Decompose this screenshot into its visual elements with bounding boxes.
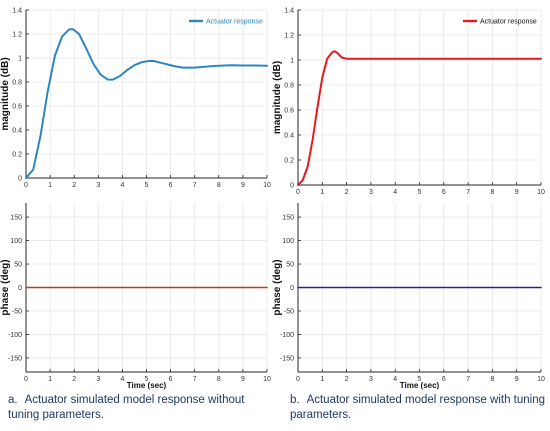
x-tick-label: 4 <box>393 189 397 196</box>
y-tick-label: 0.6 <box>284 108 294 115</box>
y-tick-label: 0 <box>290 285 294 292</box>
y-tick-label: 0.8 <box>12 80 22 87</box>
y-tick-label: 1 <box>290 58 294 65</box>
y-axis-label: magnitude (dB) <box>272 61 283 134</box>
x-tick-label: 5 <box>418 189 422 196</box>
caption-b-label: b. <box>290 394 300 406</box>
y-tick-label: -50 <box>284 308 294 315</box>
x-tick-label: 6 <box>442 376 446 383</box>
caption-a-label: a. <box>8 394 18 406</box>
x-tick-label: 0 <box>24 182 28 189</box>
y-tick-label: 0 <box>18 176 22 183</box>
y-tick-label: -50 <box>12 308 22 315</box>
y-tick-label: 0 <box>18 285 22 292</box>
x-tick-label: 9 <box>241 376 245 383</box>
y-tick-label: 50 <box>286 262 294 269</box>
y-tick-label: -150 <box>8 355 22 362</box>
y-tick-label: 0.4 <box>12 128 22 135</box>
x-tick-label: 1 <box>320 189 324 196</box>
y-tick-label: 1.2 <box>284 33 294 40</box>
x-tick-label: 1 <box>48 376 52 383</box>
y-tick-label: 0.8 <box>284 83 294 90</box>
x-tick-label: 9 <box>515 376 519 383</box>
x-tick-label: 2 <box>72 182 76 189</box>
x-tick-label: 8 <box>490 376 494 383</box>
legend-label: Actuator response <box>480 19 537 26</box>
x-tick-label: 9 <box>241 182 245 189</box>
x-tick-label: 0 <box>24 376 28 383</box>
caption-b-text: Actuator simulated model response with t… <box>290 394 545 421</box>
y-tick-label: 1.4 <box>12 8 22 15</box>
y-tick-label: 100 <box>282 238 294 245</box>
y-tick-label: 1.2 <box>12 32 22 39</box>
chart-bottom-left: 0 1 2 3 4 5 6 7 8 9 10 150 100 50 0 -50 -100 -150 phase (d… <box>0 203 271 390</box>
caption-a: a. Actuator simulated model response wit… <box>8 393 268 423</box>
x-tick-label: 8 <box>217 182 221 189</box>
y-tick-label: -100 <box>8 332 22 339</box>
x-tick-label: 3 <box>369 376 373 383</box>
y-tick-label: -100 <box>280 332 294 339</box>
x-tick-label: 8 <box>217 376 221 383</box>
x-tick-label: 0 <box>296 189 300 196</box>
x-tick-label: 4 <box>120 376 124 383</box>
y-axis-label: phase (deg) <box>272 259 283 315</box>
y-tick-label: 0.4 <box>284 133 294 140</box>
chart-top-right: 0 1 2 3 4 5 6 7 8 9 10 0 0.2 0.4 0.6 0.8 1 1.2 1.4 magnitud… <box>272 8 545 197</box>
x-tick-label: 7 <box>466 376 470 383</box>
x-tick-label: 8 <box>490 189 494 196</box>
x-tick-label: 1 <box>48 182 52 189</box>
x-axis-label: Time (sec) <box>127 381 167 390</box>
x-tick-label: 3 <box>369 189 373 196</box>
caption-a-text: Actuator simulated model response withou… <box>8 394 245 421</box>
x-tick-label: 5 <box>145 376 149 383</box>
y-tick-label: 50 <box>14 262 22 269</box>
x-tick-label: 3 <box>96 376 100 383</box>
x-tick-label: 2 <box>345 189 349 196</box>
y-axis-label: phase (deg) <box>0 259 11 315</box>
x-tick-label: 7 <box>193 182 197 189</box>
chart-bottom-right: 0 1 2 3 4 5 6 7 8 9 10 150 100 50 0 -50 -100 -150 phase (d… <box>272 203 545 390</box>
x-tick-label: 3 <box>96 182 100 189</box>
legend-label: Actuator response <box>206 19 263 26</box>
y-tick-label: 0.2 <box>12 152 22 159</box>
y-tick-label: 150 <box>10 215 22 222</box>
x-tick-label: 7 <box>193 376 197 383</box>
caption-b: b. Actuator simulated model response wit… <box>290 393 548 423</box>
y-tick-label: 150 <box>282 215 294 222</box>
x-tick-label: 4 <box>393 376 397 383</box>
y-tick-label: 0.6 <box>12 104 22 111</box>
x-tick-label: 10 <box>537 189 545 196</box>
x-tick-label: 6 <box>442 189 446 196</box>
x-tick-label: 7 <box>466 189 470 196</box>
x-tick-label: 10 <box>263 376 271 383</box>
x-tick-label: 2 <box>345 376 349 383</box>
x-tick-label: 0 <box>296 376 300 383</box>
x-tick-label: 5 <box>418 376 422 383</box>
y-axis-label: magnitude (dB) <box>0 57 11 130</box>
x-tick-label: 5 <box>145 182 149 189</box>
chart-top-left: 0 1 2 3 4 5 6 7 8 9 10 0 0.2 0.4 0.6 0.8 1 1.2 1.4 magnitud… <box>0 8 271 190</box>
y-tick-label: 100 <box>10 238 22 245</box>
x-tick-label: 1 <box>320 376 324 383</box>
x-tick-label: 6 <box>169 376 173 383</box>
x-tick-label: 10 <box>263 182 271 189</box>
y-tick-label: 1 <box>18 56 22 63</box>
y-tick-label: -150 <box>280 355 294 362</box>
series-line <box>25 28 268 179</box>
x-axis-label: Time (sec) <box>400 381 440 390</box>
x-tick-label: 6 <box>169 182 173 189</box>
x-tick-label: 2 <box>72 376 76 383</box>
x-tick-label: 10 <box>537 376 545 383</box>
y-tick-label: 0.2 <box>284 158 294 165</box>
y-tick-label: 0 <box>290 183 294 190</box>
x-tick-label: 9 <box>515 189 519 196</box>
x-tick-label: 4 <box>120 182 124 189</box>
y-tick-label: 1.4 <box>284 8 294 15</box>
series-line <box>297 50 542 186</box>
